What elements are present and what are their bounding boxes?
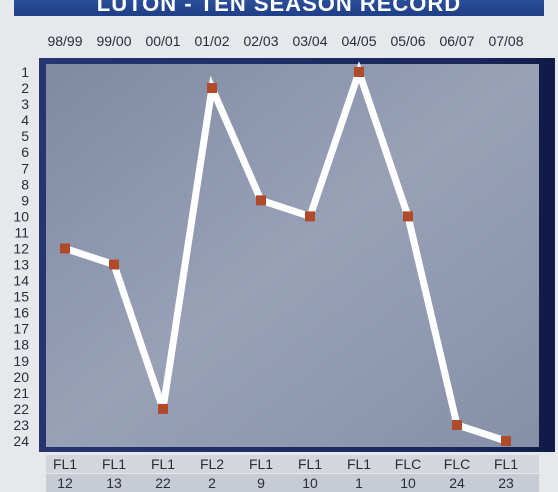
division-label: FL1 [347, 456, 371, 472]
data-point-marker [256, 195, 266, 206]
y-tick-label: 8 [21, 176, 29, 192]
y-tick-label: 3 [21, 96, 29, 112]
data-point-marker [109, 259, 119, 270]
position-label: 1 [355, 475, 363, 491]
data-point-marker [207, 83, 217, 94]
y-tick-label: 2 [21, 80, 29, 96]
position-label: 10 [302, 475, 318, 491]
y-tick-label: 17 [13, 321, 29, 337]
division-label: FL1 [298, 456, 322, 472]
y-tick-label: 15 [13, 289, 29, 305]
division-label: FLC [444, 456, 470, 472]
y-tick-label: 18 [13, 337, 29, 353]
position-label: 2 [208, 475, 216, 491]
x-tick-label: 07/08 [488, 33, 523, 49]
division-label: FL1 [53, 456, 77, 472]
x-tick-label: 99/00 [96, 33, 131, 49]
series-line [60, 61, 511, 446]
x-tick-label: 98/99 [47, 33, 82, 49]
division-label: FL1 [102, 456, 126, 472]
position-label: 10 [400, 475, 416, 491]
data-point-marker [305, 211, 315, 222]
x-tick-label: 04/05 [341, 33, 376, 49]
data-point-marker [403, 211, 413, 222]
y-tick-label: 13 [13, 257, 29, 273]
position-label: 13 [106, 475, 122, 491]
y-tick-label: 7 [21, 160, 29, 176]
y-tick-label: 11 [14, 224, 29, 240]
plot-background [46, 64, 539, 447]
y-tick-label: 4 [21, 112, 29, 128]
x-tick-label: 05/06 [390, 33, 425, 49]
y-tick-label: 14 [13, 273, 29, 289]
y-tick-label: 20 [13, 369, 29, 385]
y-tick-label: 9 [21, 192, 29, 208]
division-label: FLC [395, 456, 421, 472]
division-label: FL1 [151, 456, 175, 472]
x-tick-label: 02/03 [243, 33, 278, 49]
y-tick-label: 10 [13, 208, 29, 224]
table-row-positions-bg [46, 474, 539, 492]
y-tick-label: 5 [21, 128, 29, 144]
x-tick-label: 03/04 [292, 33, 327, 49]
x-tick-label: 01/02 [194, 33, 229, 49]
y-tick-label: 6 [21, 144, 29, 160]
division-label: FL2 [200, 456, 224, 472]
data-point-marker [501, 436, 511, 446]
y-tick-label: 19 [13, 353, 29, 369]
y-tick-label: 16 [13, 305, 29, 321]
y-tick-label: 21 [13, 385, 29, 401]
data-point-marker [158, 403, 168, 414]
position-label: 24 [449, 475, 465, 491]
data-point-marker [452, 419, 462, 430]
x-tick-label: 06/07 [439, 33, 474, 49]
position-label: 23 [498, 475, 514, 491]
position-label: 12 [57, 475, 73, 491]
division-label: FL1 [494, 456, 518, 472]
x-tick-label: 00/01 [145, 33, 180, 49]
y-tick-label: 24 [13, 433, 29, 449]
position-label: 9 [257, 475, 265, 491]
chart-title: LUTON - TEN SEASON RECORD [96, 0, 462, 16]
y-tick-label: 1 [21, 64, 29, 80]
position-label: 22 [155, 475, 171, 491]
table-row-divisions-bg [46, 455, 539, 473]
y-tick-label: 12 [13, 240, 29, 256]
division-label: FL1 [249, 456, 273, 472]
data-point-marker [354, 67, 364, 77]
y-tick-label: 22 [13, 401, 29, 417]
data-point-marker [60, 243, 70, 254]
chart-title-banner: LUTON - TEN SEASON RECORD [14, 0, 544, 16]
y-tick-label: 23 [13, 417, 29, 433]
